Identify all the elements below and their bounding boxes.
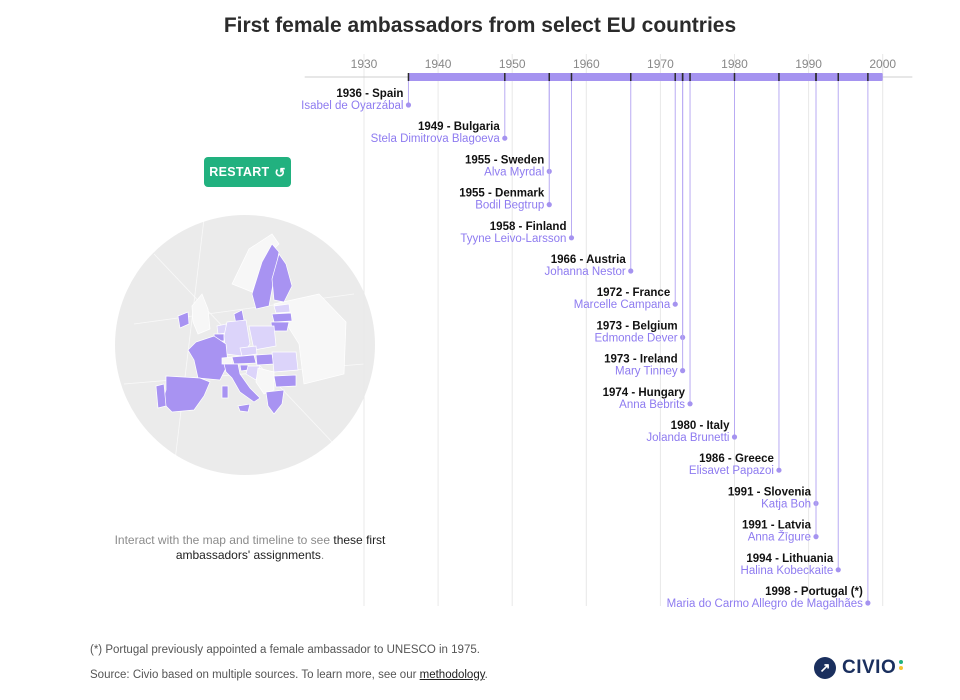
event-ambassador-name[interactable]: Tyyne Leivo-Larsson bbox=[460, 233, 566, 245]
event-dot[interactable] bbox=[672, 301, 678, 307]
page-title: First female ambassadors from select EU … bbox=[223, 14, 737, 37]
country-sardinia[interactable] bbox=[221, 385, 229, 399]
event-label[interactable]: 1991 - Slovenia bbox=[728, 486, 812, 498]
event-label[interactable]: 1994 - Lithuania bbox=[746, 553, 834, 565]
logo-dot-green bbox=[899, 660, 904, 664]
instructions: Interact with the map and timeline to se… bbox=[100, 533, 400, 563]
event-dot[interactable] bbox=[813, 534, 819, 540]
x-tick-label-1950: 1950 bbox=[499, 57, 526, 71]
country-czechia[interactable] bbox=[239, 345, 258, 357]
x-tick-label-2000: 2000 bbox=[869, 57, 896, 71]
event-ambassador-name[interactable]: Katja Boh bbox=[761, 498, 811, 510]
instructions-end: . bbox=[320, 548, 325, 562]
event-ambassador-name[interactable]: Jolanda Brunetti bbox=[646, 432, 729, 444]
event-label[interactable]: 1936 - Spain bbox=[336, 88, 403, 100]
country-finland[interactable] bbox=[271, 253, 293, 303]
x-tick-label-1930: 1930 bbox=[351, 57, 378, 71]
event-label[interactable]: 1972 - France bbox=[597, 287, 671, 299]
event-label[interactable]: 1966 - Austria bbox=[551, 254, 627, 266]
source-suffix: . bbox=[484, 669, 488, 681]
source-prefix: Source: Civio based on multiple sources.… bbox=[90, 669, 420, 681]
country-ireland[interactable] bbox=[177, 311, 190, 329]
event-dot[interactable] bbox=[546, 202, 552, 208]
event-ambassador-name[interactable]: Elisavet Papazoi bbox=[689, 465, 774, 477]
event-dot[interactable] bbox=[731, 434, 738, 440]
event-dot[interactable] bbox=[865, 600, 871, 606]
event-label[interactable]: 1998 - Portugal (*) bbox=[765, 586, 863, 598]
country-uk[interactable] bbox=[191, 293, 211, 335]
instructions-muted: Interact with the map and timeline to se… bbox=[114, 533, 334, 547]
footnote: (*) Portugal previously appointed a fema… bbox=[90, 644, 480, 656]
event-ambassador-name[interactable]: Anna Bebrits bbox=[619, 399, 685, 411]
country-norway[interactable] bbox=[231, 233, 280, 293]
country-greece[interactable] bbox=[265, 389, 285, 415]
civio-logo[interactable]: ↗ CIVIO bbox=[814, 655, 904, 681]
event-dot[interactable] bbox=[835, 567, 841, 573]
country-poland[interactable] bbox=[248, 325, 277, 351]
logo-dot-yellow bbox=[899, 666, 904, 670]
event-label[interactable]: 1991 - Latvia bbox=[742, 520, 812, 532]
event-ambassador-name[interactable]: Bodil Begtrup bbox=[475, 200, 544, 212]
x-tick-label-1940: 1940 bbox=[425, 57, 452, 71]
event-ambassador-name[interactable]: Isabel de Oyarzábal bbox=[301, 100, 403, 112]
event-dot[interactable] bbox=[502, 135, 508, 141]
event-ambassador-name[interactable]: Alva Myrdal bbox=[484, 166, 544, 178]
x-tick-label-1960: 1960 bbox=[573, 57, 600, 71]
restart-button-label: RESTART bbox=[209, 165, 270, 179]
x-tick-label-1980: 1980 bbox=[721, 57, 748, 71]
event-label[interactable]: 1973 - Belgium bbox=[596, 320, 677, 332]
event-label[interactable]: 1980 - Italy bbox=[671, 420, 730, 432]
event-ambassador-name[interactable]: Anna Žīgure bbox=[748, 531, 811, 544]
x-tick-label-1970: 1970 bbox=[647, 57, 674, 71]
instructions-highlight[interactable]: these first ambassadors' assignments bbox=[175, 533, 386, 562]
event-ambassador-name[interactable]: Stela Dimitrova Blagoeva bbox=[371, 133, 501, 145]
country-latvia[interactable] bbox=[271, 312, 293, 323]
methodology-link[interactable]: methodology bbox=[419, 669, 485, 681]
event-label[interactable]: 1958 - Finland bbox=[490, 221, 567, 233]
source-note: Source: Civio based on multiple sources.… bbox=[90, 669, 488, 681]
event-dot[interactable] bbox=[680, 368, 686, 374]
event-label[interactable]: 1974 - Hungary bbox=[603, 387, 686, 399]
europe-map[interactable] bbox=[114, 214, 376, 476]
event-label[interactable]: 1955 - Sweden bbox=[465, 154, 544, 166]
x-tick-label-1990: 1990 bbox=[795, 57, 822, 71]
country-romania[interactable] bbox=[271, 351, 299, 373]
event-ambassador-name[interactable]: Halina Kobeckaite bbox=[741, 565, 834, 577]
country-france[interactable] bbox=[187, 335, 229, 381]
event-dot[interactable] bbox=[568, 235, 575, 241]
country-estonia[interactable] bbox=[273, 303, 291, 314]
event-dot[interactable] bbox=[776, 467, 782, 473]
event-dot[interactable] bbox=[628, 268, 634, 274]
event-ambassador-name[interactable]: Mary Tinney bbox=[615, 366, 678, 378]
external-link-icon: ↗ bbox=[814, 657, 836, 679]
event-ambassador-name[interactable]: Maria do Carmo Allegro de Magalhães bbox=[667, 598, 863, 610]
event-label[interactable]: 1973 - Ireland bbox=[604, 354, 678, 366]
restart-icon: ↺ bbox=[274, 164, 286, 180]
event-dot[interactable] bbox=[405, 102, 412, 108]
logo-dots bbox=[899, 660, 904, 670]
timeline-bar[interactable] bbox=[408, 73, 883, 81]
country-non-eu[interactable] bbox=[273, 293, 347, 385]
event-ambassador-name[interactable]: Johanna Nestor bbox=[545, 266, 626, 278]
event-label[interactable]: 1986 - Greece bbox=[699, 453, 774, 465]
country-italy[interactable] bbox=[223, 363, 261, 403]
event-label[interactable]: 1955 - Denmark bbox=[459, 188, 545, 200]
timeline-chart[interactable]: 1930 1940 1950 1960 1970 1980 1990 2000 1936 - S… bbox=[0, 0, 960, 620]
country-portugal[interactable] bbox=[155, 383, 167, 409]
country-sicily[interactable] bbox=[237, 403, 251, 413]
restart-button[interactable]: RESTART ↺ bbox=[204, 157, 291, 187]
country-austria[interactable] bbox=[231, 354, 257, 365]
country-bulgaria[interactable] bbox=[273, 374, 297, 388]
event-label[interactable]: 1949 - Bulgaria bbox=[418, 121, 500, 133]
event-ambassador-name[interactable]: Marcelle Campana bbox=[574, 299, 671, 311]
event-ambassador-name[interactable]: Edmonde Dever bbox=[595, 332, 678, 344]
event-dot[interactable] bbox=[687, 401, 693, 407]
logo-text: CIVIO bbox=[842, 657, 897, 678]
